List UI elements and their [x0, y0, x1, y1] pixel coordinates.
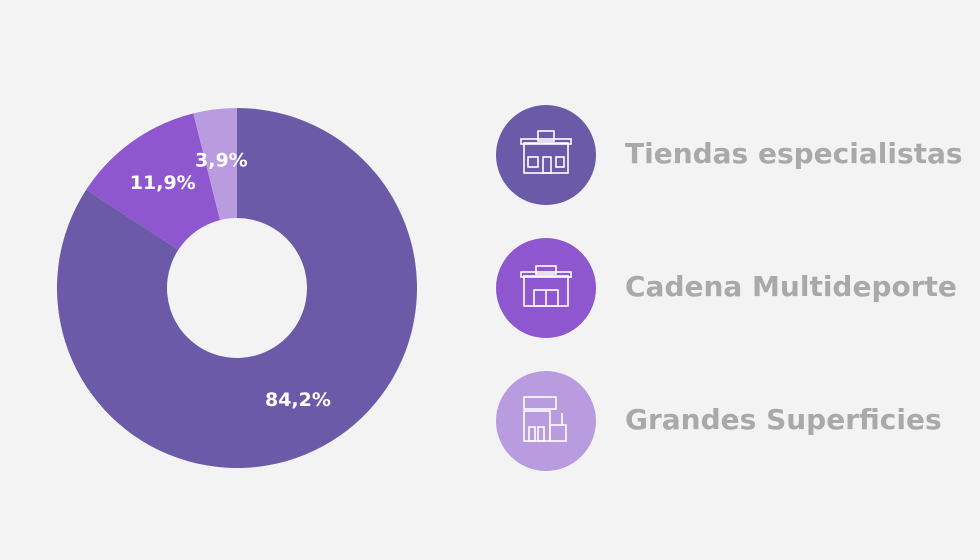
value-label: 3,9%: [195, 149, 248, 171]
legend: Tiendas especialistas Cadena Multideporte…: [496, 105, 963, 471]
legend-swatch: [496, 238, 596, 338]
legend-swatch: [496, 371, 596, 471]
legend-label: Grandes Superficies: [625, 403, 942, 436]
icon-department-store: [523, 396, 567, 442]
legend-swatch: [496, 105, 596, 205]
donut: 84,2% 11,9%3,9%: [56, 108, 417, 469]
value-label: 11,9%: [130, 172, 196, 194]
value-label: 84,2%: [265, 389, 331, 411]
slice: [193, 108, 237, 221]
icon-sports-shop: [520, 265, 572, 307]
legend-label: Cadena Multideporte: [625, 270, 957, 303]
legend-label: Tiendas especialistas: [625, 137, 963, 170]
slice: [86, 113, 221, 250]
slice: [56, 108, 417, 469]
icon-shop: [520, 130, 572, 174]
